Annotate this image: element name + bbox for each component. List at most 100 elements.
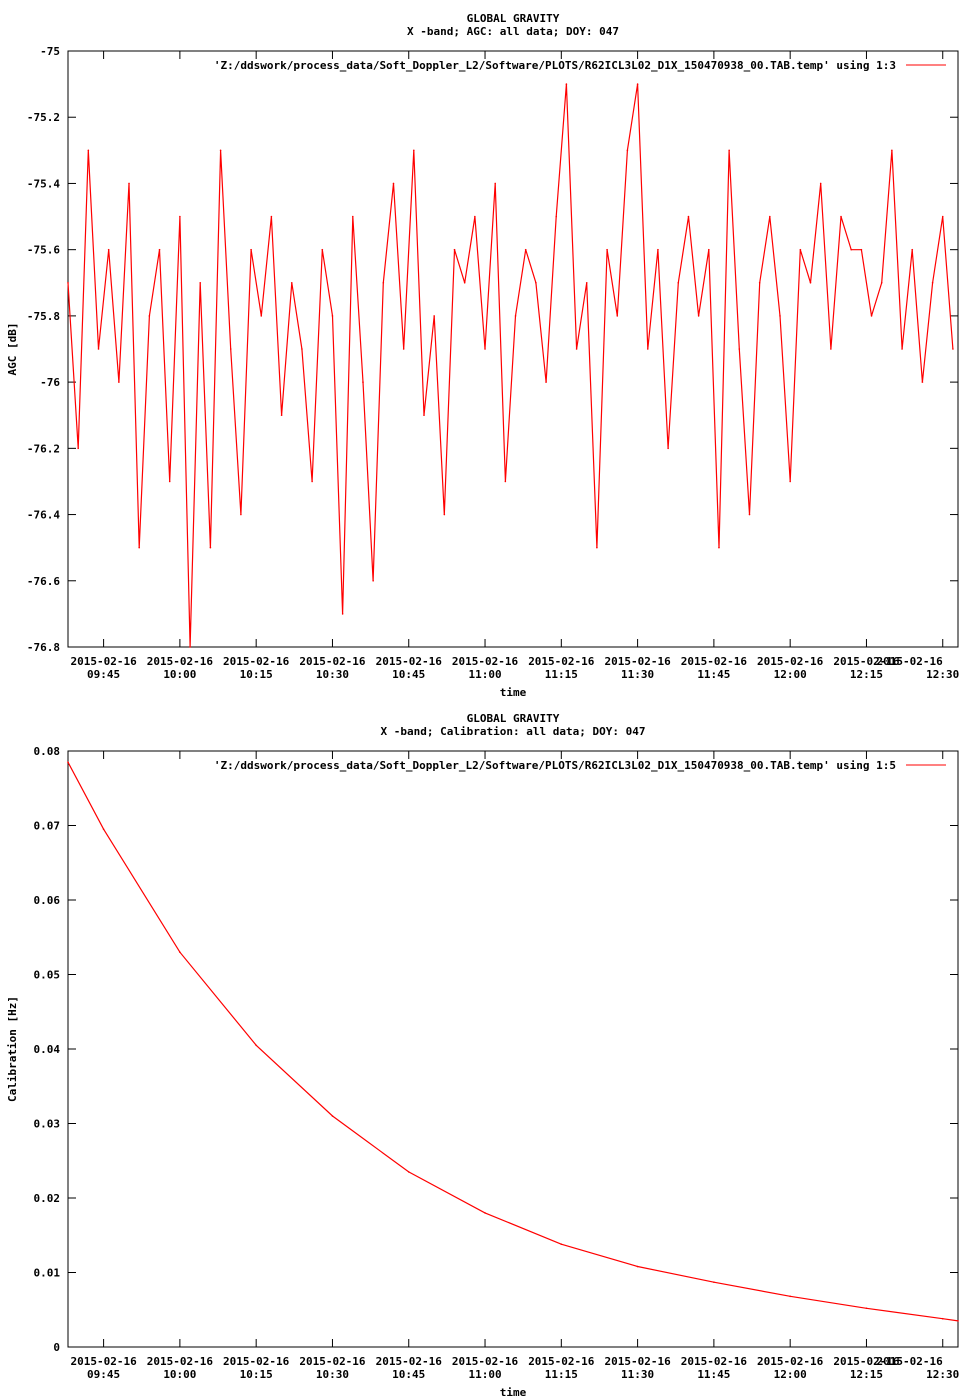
chart2-data-point: [713, 1281, 715, 1283]
chart1-data-point: [362, 381, 364, 383]
chart1-xtick-date: 2015-02-16: [223, 655, 290, 668]
chart1-data-point: [789, 480, 791, 483]
chart1-data-point: [636, 83, 639, 85]
chart1-data-point: [219, 149, 222, 152]
chart2-data-point: [789, 1295, 791, 1298]
chart1-data-point: [290, 281, 293, 284]
chart1-data-point: [941, 215, 944, 218]
chart1-xtick-date: 2015-02-16: [452, 655, 519, 668]
chart1-data-point: [738, 348, 741, 350]
chart1-data-point: [911, 248, 914, 251]
chart2-series-line: [67, 761, 959, 1322]
chart1-data-point: [158, 248, 161, 251]
chart1-xtick-date: 2015-02-16: [757, 655, 824, 668]
chart1-data-point: [697, 315, 700, 317]
chart1-data-point: [514, 315, 517, 317]
chart1-data-point: [179, 215, 181, 218]
chart1-data-point: [850, 248, 852, 251]
chart1-ytick-label: -76: [40, 376, 60, 389]
chart2-xtick-time: 11:15: [545, 1368, 578, 1381]
chart1-subtitle: X -band; AGC: all data; DOY: 047: [407, 25, 619, 38]
chart1-data-point: [667, 447, 669, 450]
chart1-data-point: [382, 281, 385, 284]
chart1-data-point: [708, 248, 710, 251]
chart2-ytick-label: 0: [53, 1341, 60, 1354]
chart2-xtick-time: 10:30: [316, 1368, 349, 1381]
chart1-data-point: [352, 215, 354, 218]
chart2-data-point: [957, 1320, 959, 1322]
chart2-data-point: [484, 1212, 486, 1214]
chart1-data-point: [423, 414, 425, 417]
chart2-data-point: [255, 1044, 257, 1047]
chart2-xtick-date: 2015-02-16: [604, 1355, 671, 1368]
chart1-data-point: [657, 248, 659, 251]
chart1-data-point: [687, 215, 690, 218]
chart1-data-point: [402, 348, 405, 350]
chart2-xtick-date: 2015-02-16: [877, 1355, 944, 1368]
chart2-ytick-label: 0.03: [34, 1118, 61, 1131]
chart1-data-point: [677, 281, 680, 284]
chart2-xtick-date: 2015-02-16: [299, 1355, 366, 1368]
chart1-data-point: [585, 281, 588, 284]
chart1-xtick-time: 11:30: [621, 668, 654, 681]
chart1-xtick-time: 12:30: [926, 668, 959, 681]
chart1-xtick-time: 10:45: [392, 668, 425, 681]
chart2-xtick-time: 10:00: [163, 1368, 196, 1381]
chart2-xtick-time: 11:30: [621, 1368, 654, 1381]
chart1-xtick-time: 10:30: [316, 668, 349, 681]
chart1-data-point: [321, 248, 324, 251]
chart1-data-point: [118, 381, 120, 383]
chart1-data-point: [311, 480, 313, 483]
chart1-ytick-label: -76.2: [27, 442, 60, 455]
chart2-data-point: [179, 951, 181, 953]
chart1-data-point: [555, 215, 558, 218]
chart1-ytick-label: -75.6: [27, 244, 60, 257]
chart2-plot-frame: [67, 750, 959, 1348]
chart2-data-point: [331, 1115, 334, 1117]
chart1-data-point: [799, 248, 802, 251]
chart2-data-point: [102, 828, 105, 831]
chart1-xtick-time: 10:15: [240, 668, 273, 681]
chart1-data-point: [779, 315, 781, 317]
chart1-data-point: [596, 546, 598, 549]
chart1-data-point: [331, 315, 334, 317]
chart1-series-line: [67, 84, 954, 648]
chart2-data-point: [865, 1307, 868, 1310]
chart1-data-point: [189, 646, 191, 648]
chart2-ytick-label: 0.06: [34, 894, 61, 907]
chart1-ylabel: AGC [dB]: [6, 323, 19, 376]
chart1-data-point: [840, 215, 842, 218]
chart1-data-point: [463, 281, 466, 284]
chart1-data-point: [545, 381, 547, 383]
chart1-ytick-label: -76.6: [27, 575, 60, 588]
chart1-data-point: [168, 480, 171, 483]
chart1-data-point: [107, 248, 110, 251]
chart1-ytick-label: -75.4: [27, 177, 60, 190]
chart1-data-point: [280, 414, 283, 417]
chart2-xtick-time: 09:45: [87, 1368, 120, 1381]
chart1-data-point: [413, 149, 415, 152]
chart2-xtick-date: 2015-02-16: [376, 1355, 443, 1368]
chart1-xtick-date: 2015-02-16: [70, 655, 137, 668]
chart1-data-point: [565, 83, 568, 85]
chart1-data-point: [535, 281, 537, 284]
chart2-title: GLOBAL GRAVITY: [467, 712, 560, 725]
chart1-data-point: [646, 348, 649, 350]
chart1-data-point: [229, 348, 232, 350]
chart1-data-point: [209, 546, 212, 549]
chart1-xtick-time: 11:45: [697, 668, 730, 681]
chart1-xtick-time: 10:00: [163, 668, 196, 681]
chart1-data-point: [301, 348, 303, 350]
chart1-plot-frame: [67, 50, 959, 648]
chart1-data-point: [392, 182, 395, 185]
chart1-xtick-date: 2015-02-16: [147, 655, 214, 668]
chart1-data-point: [880, 281, 883, 284]
chart2-ytick-label: 0.01: [34, 1267, 61, 1280]
chart1-ytick-label: -76.4: [27, 509, 60, 522]
chart2-xtick-time: 10:45: [392, 1368, 425, 1381]
chart1-data-point: [260, 315, 263, 317]
chart1-data-point: [718, 546, 720, 549]
chart2-ytick-label: 0.02: [34, 1192, 61, 1205]
chart1-xtick-date: 2015-02-16: [681, 655, 748, 668]
chart1-data-point: [758, 281, 761, 284]
